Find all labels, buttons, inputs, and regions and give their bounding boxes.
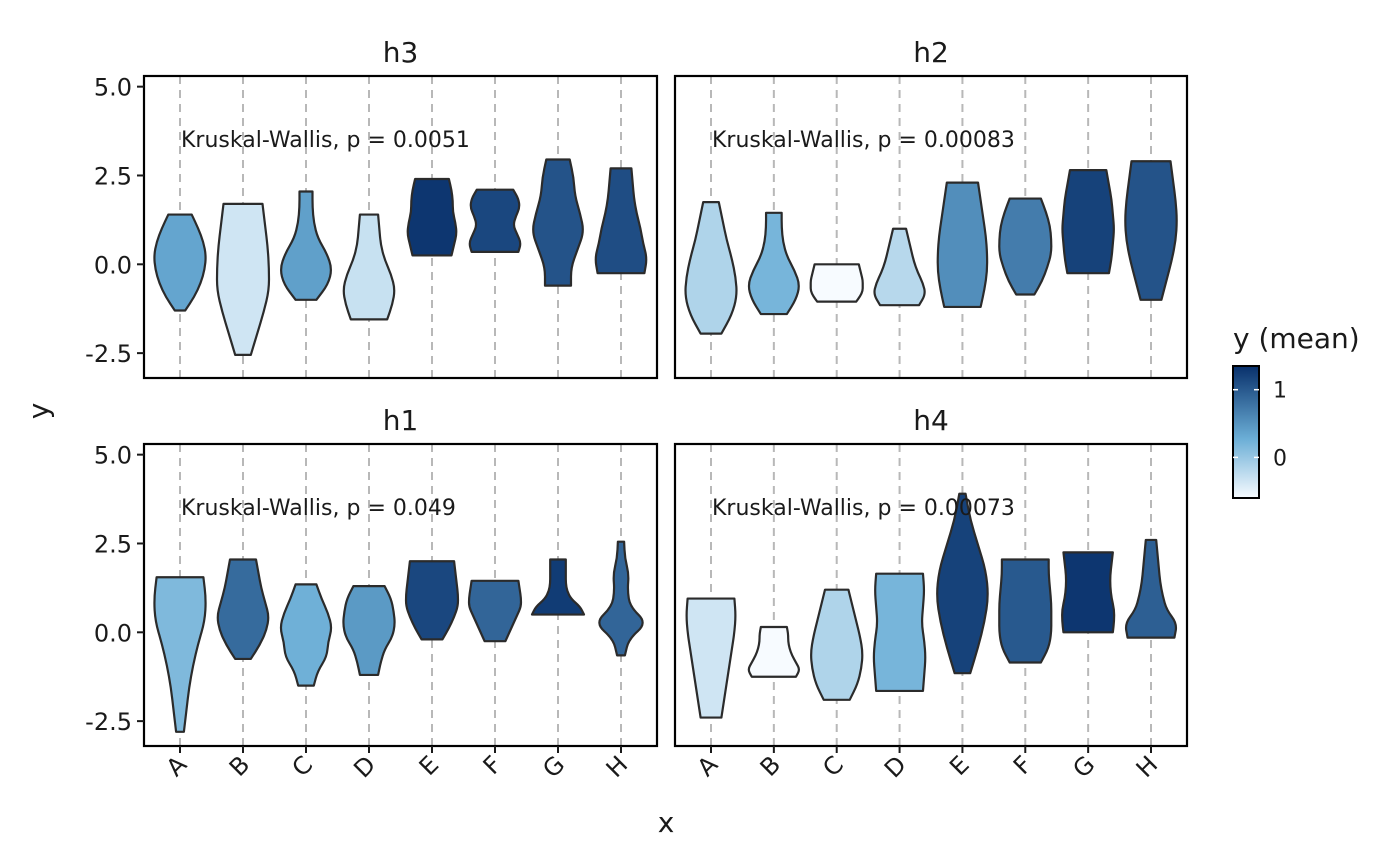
violin-h2-F xyxy=(998,197,1053,296)
y-tick-label: 2.5 xyxy=(94,530,132,558)
x-tick-label: A xyxy=(161,750,193,782)
violin-h2-G xyxy=(1061,169,1115,275)
violin-h2-B xyxy=(747,211,800,316)
violin-h2-C xyxy=(809,263,864,303)
violin-h1-F xyxy=(467,579,523,643)
facet-title: h2 xyxy=(913,36,949,69)
y-tick-label: 5.0 xyxy=(94,442,132,470)
x-axis-title: x xyxy=(658,806,675,839)
violin-h4-A xyxy=(685,597,737,719)
violin-h3-D xyxy=(342,213,396,321)
legend-colorbar xyxy=(1232,365,1260,499)
panel-border xyxy=(142,74,659,380)
y-tick-label: -2.5 xyxy=(85,708,132,736)
violin-h1-D xyxy=(342,585,396,677)
x-tick-label: C xyxy=(287,750,319,782)
y-tick-label: 0.0 xyxy=(94,251,132,279)
violin-h4-F xyxy=(998,558,1053,664)
panel-border xyxy=(673,74,1189,380)
violin-h4-E xyxy=(936,492,989,675)
violin-h3-H xyxy=(594,167,648,275)
y-tick-label: 5.0 xyxy=(94,74,132,102)
violin-h1-A xyxy=(153,576,207,733)
x-tick-label: E xyxy=(944,750,975,781)
violin-h3-C xyxy=(280,190,332,301)
x-tick-label: D xyxy=(879,750,912,783)
x-tick-label: D xyxy=(348,750,381,783)
x-tick-label: F xyxy=(478,750,508,780)
violin-h4-G xyxy=(1061,551,1116,634)
violin-h1-H xyxy=(598,540,644,657)
violin-h4-B xyxy=(747,625,800,678)
facet-title: h3 xyxy=(383,36,419,69)
facet-title: h1 xyxy=(383,404,419,437)
violin-h2-H xyxy=(1124,160,1178,301)
violin-h1-G xyxy=(530,558,586,616)
y-tick-label: -2.5 xyxy=(85,340,132,368)
x-tick-label: G xyxy=(1067,750,1100,783)
violin-h3-F xyxy=(468,188,522,253)
facet-title: h4 xyxy=(913,404,949,437)
x-tick-label: H xyxy=(601,750,634,783)
y-tick-label: 2.5 xyxy=(94,162,132,190)
violin-h2-D xyxy=(873,227,926,307)
x-tick-label: F xyxy=(1008,750,1038,780)
legend-tick-label: 0 xyxy=(1273,446,1287,471)
x-tick-label: G xyxy=(537,750,570,783)
violin-h1-C xyxy=(279,583,333,687)
kruskal-wallis-annotation: Kruskal-Wallis, p = 0.049 xyxy=(181,496,456,521)
violin-h4-D xyxy=(872,572,927,693)
x-tick-label: C xyxy=(817,750,849,782)
violin-h1-E xyxy=(404,560,460,641)
violin-h4-H xyxy=(1124,538,1178,639)
kruskal-wallis-annotation: Kruskal-Wallis, p = 0.0051 xyxy=(181,128,470,153)
y-tick-label: 0.0 xyxy=(94,619,132,647)
violin-h2-A xyxy=(684,201,738,335)
x-tick-label: B xyxy=(755,750,786,781)
violin-h2-E xyxy=(936,181,989,309)
facet-panels: h3 Kruskal-Wallis, p = 0.0051 5.0 2.5 0.0 -2.… xyxy=(85,36,1189,783)
panel-h3: h3 Kruskal-Wallis, p = 0.0051 5.0 2.5 0.0 -2.… xyxy=(85,36,659,380)
panel-h4: h4 Kruskal-Wallis, p = 0.00073 A B C D E F G H xyxy=(673,404,1189,783)
x-tick-label: H xyxy=(1131,750,1164,783)
panel-border xyxy=(142,442,659,748)
panel-h2: h2 Kruskal-Wallis, p = 0.00083 xyxy=(673,36,1189,380)
violin-h4-C xyxy=(810,588,864,701)
violin-h3-E xyxy=(406,177,458,257)
color-legend: y (mean) 1 0 xyxy=(1232,322,1360,499)
violin-h3-B xyxy=(215,202,271,357)
kruskal-wallis-annotation: Kruskal-Wallis, p = 0.00083 xyxy=(712,128,1015,153)
x-tick-label: B xyxy=(224,750,255,781)
kruskal-wallis-annotation: Kruskal-Wallis, p = 0.00073 xyxy=(712,496,1015,521)
violin-h3-A xyxy=(153,213,207,312)
legend-tick-label: 1 xyxy=(1273,379,1287,404)
violin-h1-B xyxy=(216,558,270,661)
y-axis-title: y xyxy=(22,403,55,420)
violin-h3-G xyxy=(532,158,584,287)
legend-title: y (mean) xyxy=(1233,322,1360,355)
x-tick-label: E xyxy=(414,750,445,781)
x-tick-label: A xyxy=(692,750,724,782)
panel-h1: h1 Kruskal-Wallis, p = 0.049 5.0 2.5 0.0 -2.5… xyxy=(85,404,659,783)
panel-border xyxy=(673,442,1189,748)
